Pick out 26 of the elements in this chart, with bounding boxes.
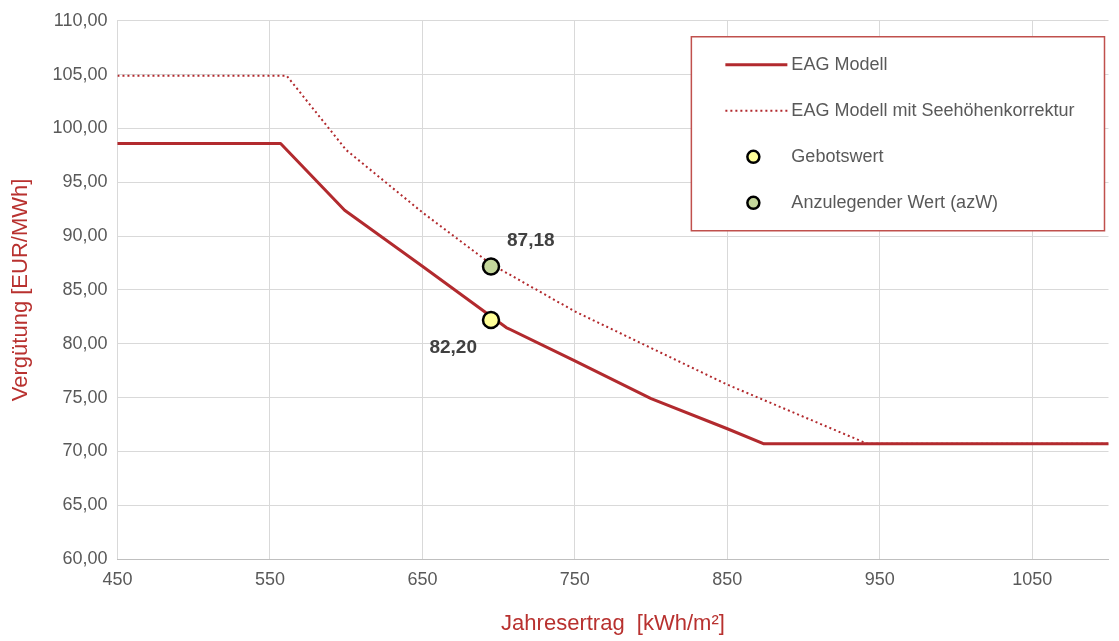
y-tick-label: 80,00 xyxy=(62,332,108,353)
x-axis-title: Jahresertrag [kWh/m²] xyxy=(501,609,725,635)
y-tick-label: 70,00 xyxy=(62,440,108,461)
x-tick-label: 1050 xyxy=(1012,568,1053,589)
x-tick-label: 850 xyxy=(712,568,743,589)
legend-label: Gebotswert xyxy=(791,145,884,166)
x-tick-label: 950 xyxy=(864,568,895,589)
legend-label: EAG Modell mit Seehöhenkorrektur xyxy=(791,99,1075,120)
y-tick-label: 90,00 xyxy=(62,225,108,246)
x-tick-label: 750 xyxy=(559,568,590,589)
x-tick-label: 650 xyxy=(407,568,438,589)
y-tick-label: 100,00 xyxy=(52,117,108,138)
data-label: 82,20 xyxy=(429,336,477,358)
y-tick-label: 110,00 xyxy=(53,9,108,30)
legend-label: Anzulegender Wert (azW) xyxy=(791,191,999,212)
y-tick-label: 95,00 xyxy=(62,171,108,192)
y-axis-title: Vergütung [EUR/MWh] xyxy=(7,178,33,402)
y-tick-label: 75,00 xyxy=(62,386,108,407)
y-tick-label: 85,00 xyxy=(62,278,108,299)
x-tick-label: 450 xyxy=(102,568,133,589)
y-tick-label: 60,00 xyxy=(62,547,108,568)
x-tick-label: 550 xyxy=(254,568,285,589)
legend-label: EAG Modell xyxy=(791,53,888,74)
y-tick-label: 105,00 xyxy=(52,63,108,84)
data-label: 87,18 xyxy=(507,228,555,250)
y-tick-label: 65,00 xyxy=(62,494,108,515)
